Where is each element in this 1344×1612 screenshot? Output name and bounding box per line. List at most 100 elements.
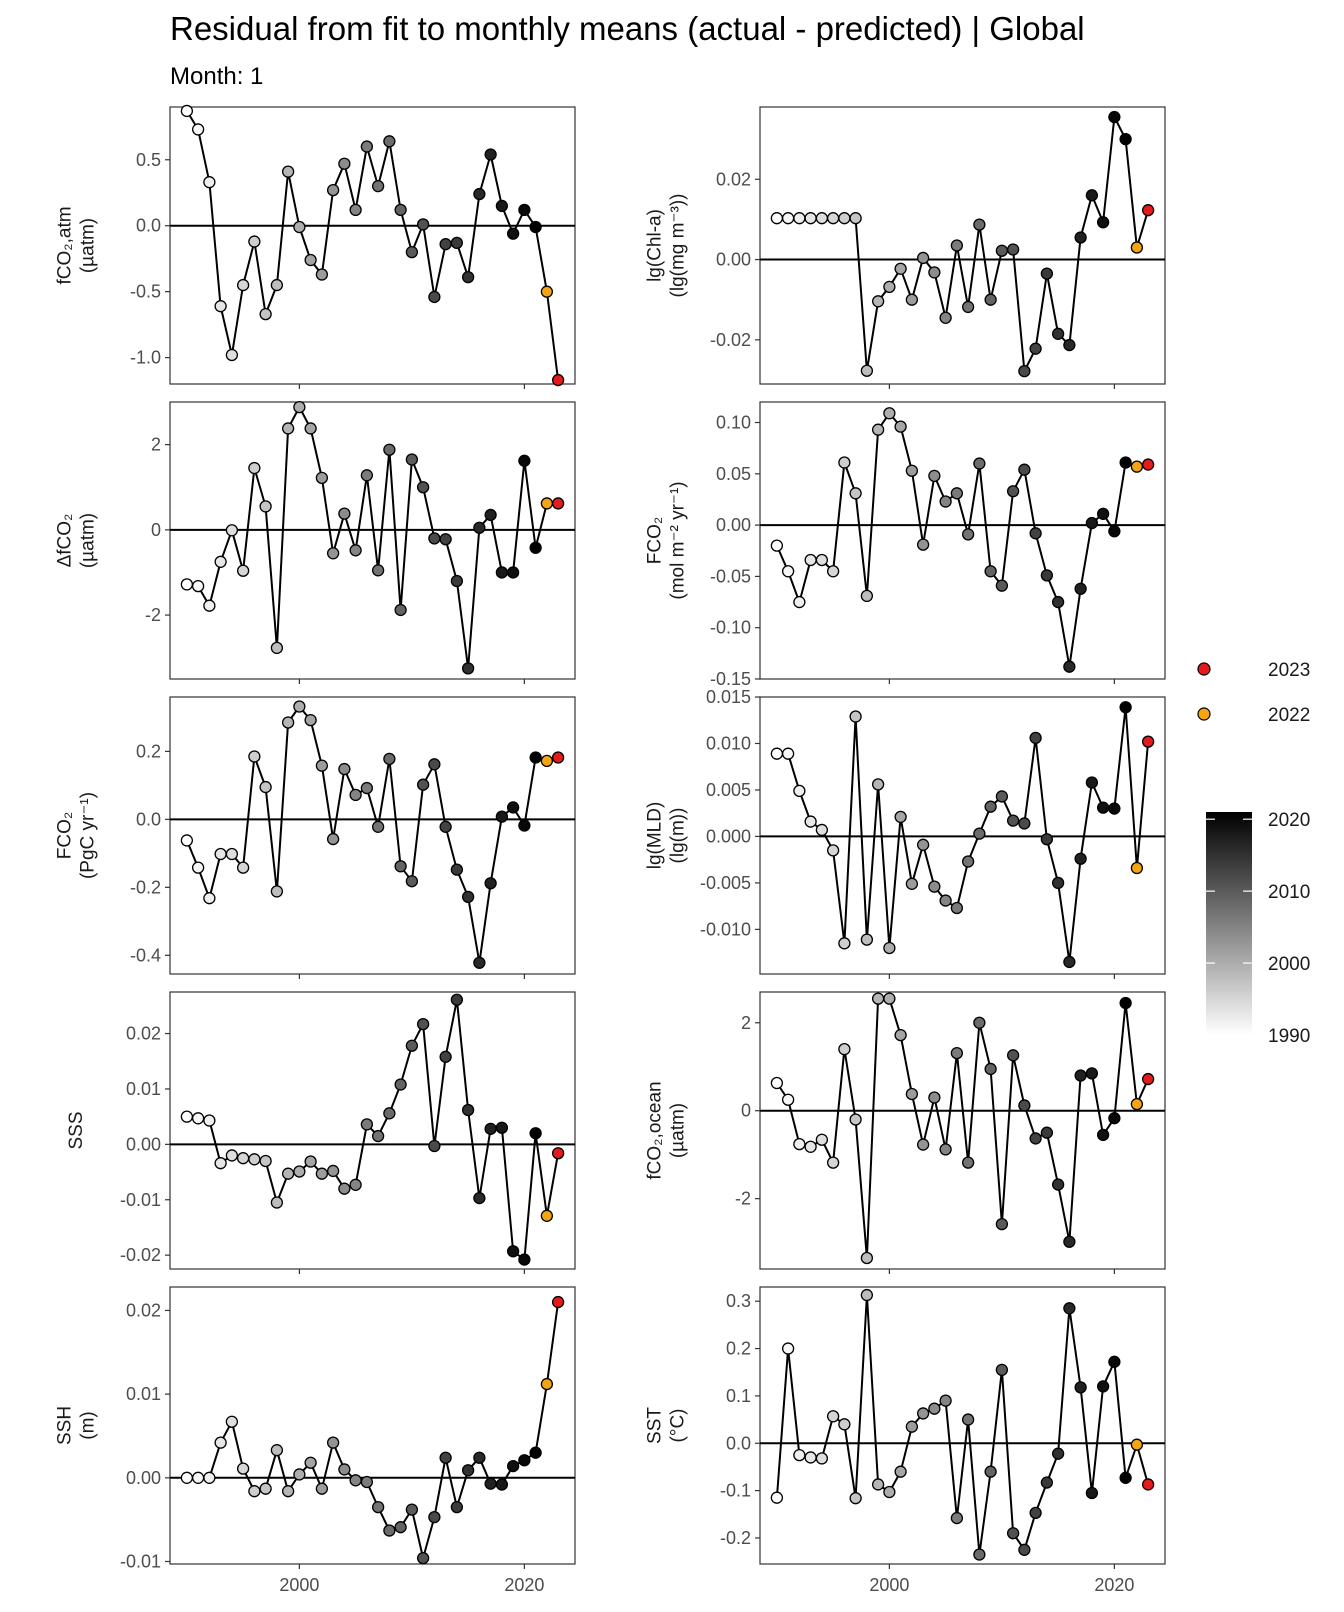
data-point-1999	[281, 1167, 295, 1180]
data-point-2008	[973, 457, 986, 470]
panel-10: -0.2 -0.1 0.0 0.1 0.2 0.3 2000 2020 SST (°C)	[645, 1286, 1166, 1595]
data-point-2023	[551, 751, 565, 764]
legend-key-2023	[1197, 662, 1211, 676]
data-point-2010	[405, 453, 419, 466]
data-point-1992	[203, 1114, 216, 1127]
y-axis-title: SSH (m)	[55, 1406, 99, 1445]
y-tick-label: 0.00	[126, 1134, 161, 1154]
data-point-2023	[1141, 1072, 1155, 1086]
data-point-1996	[248, 750, 261, 763]
data-point-2013	[439, 1050, 452, 1063]
data-point-2006	[950, 1511, 964, 1525]
data-point-1994	[225, 348, 239, 362]
panel-frame	[169, 1286, 576, 1565]
data-point-1996	[838, 1418, 851, 1431]
data-point-1991	[781, 565, 795, 578]
data-point-2007	[371, 1500, 385, 1514]
data-point-2007	[961, 1413, 975, 1426]
data-point-2001	[894, 420, 907, 433]
data-point-1994	[815, 1133, 829, 1146]
series-line	[185, 705, 559, 964]
data-point-1999	[871, 295, 885, 308]
data-point-2001	[304, 713, 317, 727]
y-tick-label: -0.01	[120, 1551, 161, 1571]
data-point-2012	[1018, 463, 1031, 476]
data-point-2012	[1018, 817, 1031, 830]
data-point-2004	[928, 469, 941, 483]
data-point-1992	[203, 599, 216, 612]
y-tick-label: -0.5	[130, 282, 161, 302]
data-point-2018	[495, 810, 509, 823]
data-point-2022	[540, 1209, 554, 1222]
data-point-2013	[1029, 1506, 1042, 1520]
y-tick-label: 0.0	[136, 809, 161, 829]
data-point-2003	[326, 1436, 340, 1449]
data-point-2019	[506, 1245, 520, 1258]
data-point-2004	[338, 1463, 351, 1476]
y-tick-label: 0.00	[716, 515, 751, 535]
data-point-2000	[293, 1468, 306, 1481]
data-point-2014	[450, 863, 464, 876]
data-point-2005	[349, 544, 362, 557]
data-point-1991	[191, 579, 205, 593]
data-point-2020	[1108, 1112, 1121, 1125]
data-point-2021	[1119, 132, 1132, 146]
data-point-2008	[383, 1524, 396, 1537]
data-point-2012	[428, 1139, 441, 1153]
data-point-2001	[894, 262, 907, 275]
y-tick-label: -0.2	[720, 1528, 751, 1548]
data-point-2017	[484, 508, 497, 522]
data-point-2021	[1119, 996, 1132, 1010]
data-point-2014	[1040, 1126, 1054, 1139]
data-point-2019	[1096, 801, 1110, 814]
data-point-1990	[180, 834, 194, 847]
data-point-2010	[405, 875, 419, 888]
data-point-2007	[961, 1156, 975, 1169]
data-point-2022	[540, 285, 554, 298]
data-point-2008	[383, 135, 396, 148]
data-point-2016	[473, 521, 486, 534]
y-axis-title: fCO₂,ocean (µatm)	[645, 1081, 689, 1179]
data-point-2015	[1051, 595, 1065, 609]
data-point-2017	[484, 1477, 497, 1490]
data-point-1993	[214, 300, 227, 313]
colorbar-label-2010: 2010	[1268, 882, 1310, 903]
data-point-1997	[849, 487, 862, 500]
data-point-2014	[1040, 267, 1054, 280]
panel-8: -2 0 2 fCO₂,ocean (µatm)	[645, 991, 1166, 1274]
panel-5: -0.4 -0.2 0.0 0.2 FCO₂ (PgC yr⁻¹)	[55, 696, 576, 979]
data-point-2005	[349, 788, 362, 802]
data-point-1997	[849, 1492, 862, 1505]
data-point-2005	[939, 1143, 952, 1156]
data-point-2009	[394, 603, 407, 617]
data-point-2012	[428, 532, 441, 545]
y-tick-label: 0.02	[126, 1024, 161, 1044]
colorbar-label-1990: 1990	[1268, 1026, 1310, 1047]
data-point-2010	[995, 1363, 1009, 1377]
data-point-2017	[484, 148, 497, 161]
data-point-1996	[248, 235, 261, 248]
legend: 2023 2022 2020 2010 2000 1990	[1197, 660, 1310, 1047]
y-tick-label: 0.010	[706, 733, 751, 753]
data-point-2016	[473, 1451, 486, 1464]
data-point-2007	[371, 820, 385, 833]
data-point-2018	[495, 1478, 509, 1491]
data-point-1996	[248, 461, 261, 475]
y-axis-title: FCO₂ (PgC yr⁻¹)	[55, 792, 99, 879]
data-point-2008	[383, 752, 396, 766]
data-point-1996	[838, 456, 851, 469]
data-point-1991	[191, 123, 205, 136]
data-point-2017	[1074, 582, 1087, 595]
panel-frame	[759, 401, 1166, 680]
data-point-2013	[439, 533, 452, 546]
data-point-2019	[1096, 216, 1110, 229]
data-point-2006	[360, 1118, 374, 1131]
data-point-2011	[416, 1017, 430, 1031]
data-point-2002	[315, 759, 329, 772]
data-point-1992	[203, 1471, 216, 1484]
data-point-2020	[1108, 525, 1121, 538]
data-point-2016	[473, 187, 486, 201]
data-point-2006	[360, 1475, 374, 1489]
data-point-2002	[905, 464, 919, 477]
data-point-1991	[191, 1471, 205, 1484]
